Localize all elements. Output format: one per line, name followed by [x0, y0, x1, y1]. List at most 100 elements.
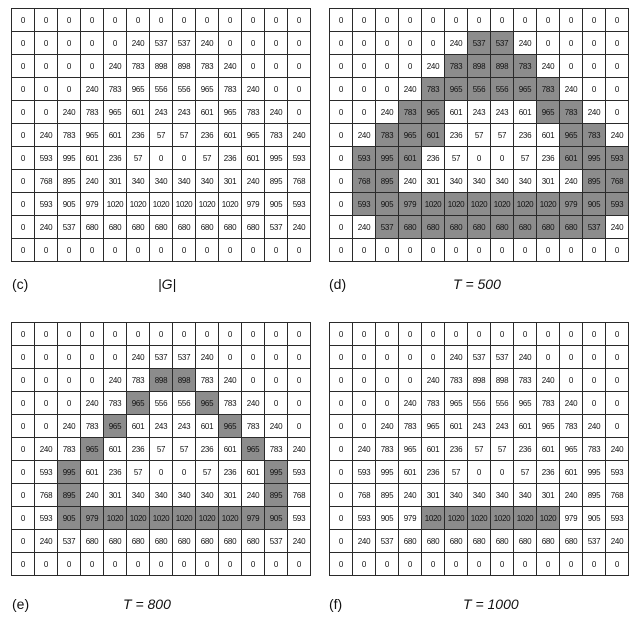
grid-row: 0 593 905 979 1020 1020 1020 1020 1020 1020 979 905… — [329, 192, 629, 216]
grid-cell: 1020 — [149, 506, 173, 530]
grid-cell: 0 — [605, 8, 629, 32]
grid-cell: 0 — [126, 322, 150, 346]
grid-cell: 0 — [57, 238, 81, 262]
grid-cell: 0 — [490, 146, 514, 170]
grid-cell: 0 — [375, 552, 399, 576]
grid-cell: 601 — [103, 437, 127, 461]
grid-cell: 301 — [536, 169, 560, 193]
grid-cell: 1020 — [421, 506, 445, 530]
grid-cell: 601 — [559, 146, 583, 170]
grid-cell: 240 — [195, 31, 219, 55]
grid-cell: 340 — [149, 169, 173, 193]
grid-cell: 593 — [352, 460, 376, 484]
grid-cell: 0 — [513, 8, 537, 32]
grid-cell: 0 — [329, 31, 353, 55]
grid-cell: 0 — [444, 552, 468, 576]
grid-cell: 0 — [467, 146, 491, 170]
grid-cell: 783 — [375, 123, 399, 147]
grid-cell: 0 — [582, 322, 606, 346]
grid-cell: 783 — [536, 77, 560, 101]
grid-cell: 240 — [264, 100, 288, 124]
grid-cell: 57 — [467, 437, 491, 461]
grid-cell: 240 — [421, 368, 445, 392]
grid-row: 0 240 537 680 680 680 680 680 680 680 680 537 240 — [11, 215, 311, 239]
grid-table: 0 0 0 0 0 0 0 0 0 0 0 0 0 0 0 0 0 0 240 537 537 240 0 0 0 0 0 0 0 0 24… — [11, 322, 311, 576]
grid-cell: 0 — [57, 31, 81, 55]
grid-cell: 995 — [57, 460, 81, 484]
grid-cell: 0 — [287, 345, 311, 369]
grid-cell: 0 — [352, 8, 376, 32]
grid-cell: 0 — [80, 552, 104, 576]
grid-row: 0 0 0 0 0 240 537 537 240 0 0 0 0 — [329, 31, 629, 55]
grid-cell: 537 — [490, 31, 514, 55]
grid-cell: 301 — [218, 483, 242, 507]
grid-cell: 537 — [375, 215, 399, 239]
grid-cell: 783 — [536, 391, 560, 415]
grid-row: 0 240 783 965 601 236 57 57 236 601 965 783 240 — [11, 437, 311, 461]
grid-cell: 0 — [559, 552, 583, 576]
grid-cell: 240 — [241, 169, 265, 193]
grid-cell: 783 — [264, 123, 288, 147]
grid-cell: 601 — [536, 437, 560, 461]
grid-cell: 0 — [536, 322, 560, 346]
grid-cell: 680 — [149, 529, 173, 553]
grid-cell: 0 — [329, 368, 353, 392]
panel-caption: T = 800 — [123, 596, 171, 612]
grid-cell: 0 — [264, 77, 288, 101]
grid-cell: 895 — [375, 169, 399, 193]
grid-cell: 240 — [34, 215, 58, 239]
grid-cell: 0 — [241, 238, 265, 262]
grid-cell: 0 — [126, 8, 150, 32]
grid-cell: 537 — [149, 345, 173, 369]
grid-cell: 0 — [11, 345, 35, 369]
grid-cell: 340 — [172, 169, 196, 193]
grid-cell: 1020 — [513, 192, 537, 216]
grid-cell: 236 — [195, 437, 219, 461]
grid-cell: 0 — [172, 8, 196, 32]
grid-cell: 680 — [467, 529, 491, 553]
panel-d: 0 0 0 0 0 0 0 0 0 0 0 0 0 0 0 0 0 0 240 537 537 240 0 0 0 0 0 0 0 0 24… — [329, 8, 629, 262]
grid-cell: 0 — [241, 322, 265, 346]
grid-cell: 240 — [287, 529, 311, 553]
grid-cell: 0 — [80, 8, 104, 32]
panel-letter: (e) — [12, 596, 30, 612]
grid-cell: 57 — [490, 437, 514, 461]
grid-cell: 965 — [444, 391, 468, 415]
grid-cell: 0 — [421, 552, 445, 576]
grid-cell: 0 — [149, 322, 173, 346]
grid-cell: 0 — [103, 322, 127, 346]
grid-cell: 680 — [103, 529, 127, 553]
grid-cell: 1020 — [467, 192, 491, 216]
grid-cell: 593 — [34, 460, 58, 484]
grid-cell: 57 — [444, 460, 468, 484]
grid-cell: 905 — [57, 506, 81, 530]
grid-cell: 601 — [444, 414, 468, 438]
grid-cell: 0 — [329, 54, 353, 78]
grid-cell: 1020 — [444, 506, 468, 530]
grid-cell: 240 — [195, 345, 219, 369]
grid-cell: 240 — [241, 77, 265, 101]
grid-cell: 601 — [421, 123, 445, 147]
grid-cell: 240 — [126, 31, 150, 55]
panel-e: 0 0 0 0 0 0 0 0 0 0 0 0 0 0 0 0 0 0 240 537 537 240 0 0 0 0 0 0 0 0 24… — [11, 322, 311, 576]
grid-cell: 979 — [559, 192, 583, 216]
grid-cell: 0 — [559, 345, 583, 369]
grid-cell: 0 — [241, 31, 265, 55]
grid-cell: 240 — [126, 345, 150, 369]
grid-cell: 783 — [103, 77, 127, 101]
grid-cell: 895 — [264, 483, 288, 507]
grid-cell: 601 — [80, 460, 104, 484]
grid-cell: 783 — [241, 100, 265, 124]
grid-cell: 0 — [57, 8, 81, 32]
grid-cell: 240 — [218, 54, 242, 78]
grid-cell: 680 — [536, 529, 560, 553]
grid-cell: 340 — [195, 483, 219, 507]
grid-cell: 965 — [398, 123, 422, 147]
grid-cell: 0 — [264, 31, 288, 55]
grid-cell: 236 — [126, 123, 150, 147]
grid-cell: 0 — [421, 8, 445, 32]
grid-cell: 537 — [490, 345, 514, 369]
grid-cell: 979 — [241, 192, 265, 216]
grid-cell: 0 — [582, 31, 606, 55]
